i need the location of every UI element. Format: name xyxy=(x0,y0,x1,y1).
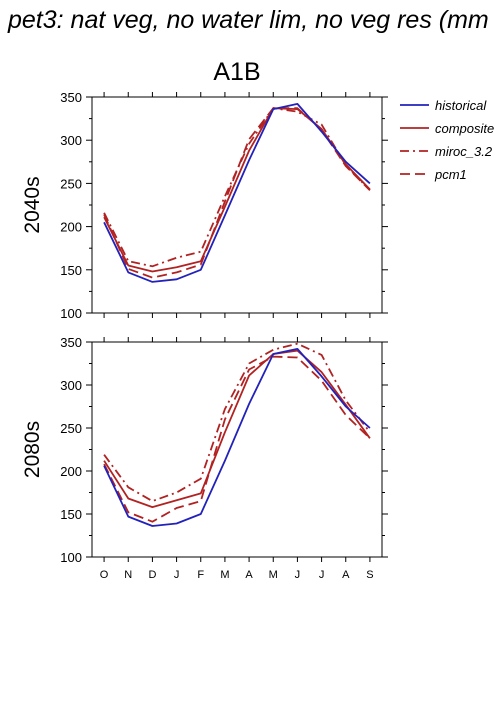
row-label-2040s: 2040s xyxy=(21,176,44,233)
x-tick-label: A xyxy=(245,569,253,581)
series-line-pcm1 xyxy=(103,107,371,279)
series-line-miroc-3-2 xyxy=(103,342,371,503)
y-tick-label: 100 xyxy=(60,306,82,321)
legend: historical composite miroc_3.2 pcm1 xyxy=(400,98,494,182)
y-tick-label: 200 xyxy=(60,220,82,235)
series-line-pcm1 xyxy=(103,355,371,523)
series-line-composite xyxy=(103,349,371,509)
series-line-historical xyxy=(103,347,371,527)
legend-label-composite: composite xyxy=(435,121,494,136)
panel-2080s: 100 150 200 250 300 350 O N D J F M A M J J A S 2080s xyxy=(21,335,388,581)
x-tick-label: M xyxy=(220,569,229,581)
y-tick-label: 300 xyxy=(60,133,82,148)
x-tick-label: F xyxy=(197,569,204,581)
legend-label-miroc-3-2: miroc_3.2 xyxy=(435,144,493,159)
x-tick-label: A xyxy=(342,569,350,581)
series-line-composite xyxy=(103,107,371,273)
chart-title: pet3: nat veg, no water lim, no veg res … xyxy=(8,6,489,34)
row-label-2080s: 2080s xyxy=(21,421,44,478)
plot-frame xyxy=(91,96,383,314)
series-line-miroc-3-2 xyxy=(103,107,371,268)
y-tick-label: 100 xyxy=(60,550,82,565)
y-tick-label: 300 xyxy=(60,378,82,393)
y-tick-label: 250 xyxy=(60,176,82,191)
y-tick-label: 200 xyxy=(60,464,82,479)
series-line-historical xyxy=(103,103,371,283)
x-tick-label: O xyxy=(100,569,109,581)
y-tick-label: 350 xyxy=(60,90,82,105)
x-tick-label: J xyxy=(319,569,325,581)
scenario-label: A1B xyxy=(213,58,260,86)
y-tick-label: 350 xyxy=(60,335,82,350)
y-tick-label: 250 xyxy=(60,421,82,436)
panel-2040s: 100 150 200 250 300 350 2040s xyxy=(21,90,388,321)
legend-label-historical: historical xyxy=(435,98,487,113)
y-tick-label: 150 xyxy=(60,507,82,522)
x-tick-label: J xyxy=(295,569,301,581)
chart-panels: 100 150 200 250 300 350 2040s 100 150 200 250 300 35… xyxy=(21,90,388,581)
x-tick-label: M xyxy=(269,569,278,581)
legend-label-pcm1: pcm1 xyxy=(434,167,467,182)
y-tick-label: 150 xyxy=(60,263,82,278)
x-tick-label: D xyxy=(148,569,156,581)
plot-frame xyxy=(91,341,383,558)
x-tick-label: S xyxy=(366,569,373,581)
x-tick-label: J xyxy=(174,569,180,581)
x-tick-label: N xyxy=(124,569,132,581)
